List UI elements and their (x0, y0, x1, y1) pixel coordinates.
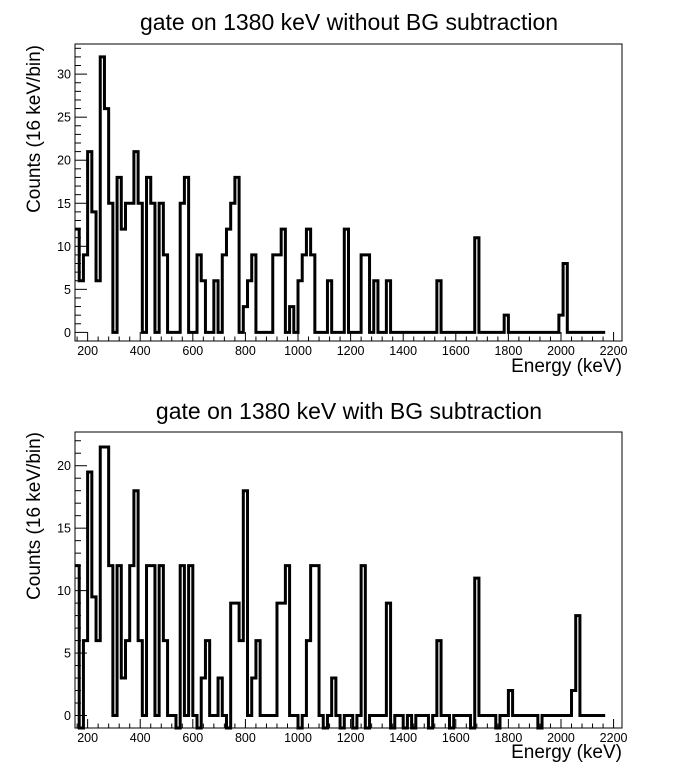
bottom-x-tick-label: 2000 (547, 731, 575, 745)
top-x-tick-label: 400 (130, 344, 151, 358)
top-x-tick-label: 2200 (600, 344, 628, 358)
top-x-tick-label: 1200 (337, 344, 365, 358)
top-y-tick-label: 0 (64, 326, 71, 340)
top-y-tick-label: 15 (57, 197, 71, 211)
top-y-tick-label: 25 (57, 111, 71, 125)
top-y-tick-label: 10 (57, 240, 71, 254)
bottom-y-tick-label: 5 (64, 647, 71, 661)
top-x-tick-label: 200 (77, 344, 98, 358)
top-x-tick-label: 800 (235, 344, 256, 358)
bottom-x-tick-label: 1800 (494, 731, 522, 745)
top-x-tick-label: 1000 (284, 344, 312, 358)
top-x-tick-label: 1400 (389, 344, 417, 358)
top-x-axis-title: Energy (keV) (511, 356, 622, 377)
bottom-histogram-panel: gate on 1380 keV with BG subtraction Ene… (24, 398, 628, 763)
bottom-x-tick-label: 400 (130, 731, 151, 745)
bottom-x-tick-label: 1600 (442, 731, 470, 745)
bottom-x-tick-label: 800 (235, 731, 256, 745)
bottom-x-tick-label: 2200 (600, 731, 628, 745)
bottom-x-axis-title: Energy (keV) (511, 742, 622, 763)
bottom-x-tick-label: 200 (77, 731, 98, 745)
bottom-chart-title: gate on 1380 keV with BG subtraction (156, 398, 542, 424)
bottom-histogram-line (75, 445, 606, 730)
top-histogram-panel: gate on 1380 keV without BG subtraction … (24, 9, 628, 377)
bottom-y-axis-title: Counts (16 keV/bin) (24, 432, 45, 600)
top-y-tick-label: 5 (64, 283, 71, 297)
bottom-x-tick-label: 600 (182, 731, 203, 745)
top-plot-frame (74, 43, 623, 342)
top-y-axis-title: Counts (16 keV/bin) (24, 45, 45, 213)
bottom-y-tick-label: 15 (57, 522, 71, 536)
bottom-x-tick-label: 1000 (284, 731, 312, 745)
bottom-x-tick-label: 1400 (389, 731, 417, 745)
top-x-tick-label: 2000 (547, 344, 575, 358)
top-y-tick-label: 20 (57, 154, 71, 168)
bottom-x-tick-label: 1200 (337, 731, 365, 745)
bottom-y-tick-label: 10 (57, 584, 71, 598)
top-histogram-line (75, 55, 606, 334)
top-axis-ticks: 200 400 600 800 1000 1200 1400 1600 1800 2000 2200… (57, 47, 628, 358)
top-x-tick-label: 1600 (442, 344, 470, 358)
top-x-tick-label: 600 (182, 344, 203, 358)
top-x-tick-label: 1800 (494, 344, 522, 358)
bottom-plot-frame (74, 431, 623, 729)
top-y-tick-label: 30 (57, 68, 71, 82)
bottom-y-tick-label: 20 (57, 459, 71, 473)
bottom-axis-ticks: 200 400 600 800 1000 1200 1400 1600 1800 2000 2200… (57, 440, 628, 745)
bottom-y-tick-label: 0 (64, 709, 71, 723)
top-chart-title: gate on 1380 keV without BG subtraction (140, 9, 558, 35)
